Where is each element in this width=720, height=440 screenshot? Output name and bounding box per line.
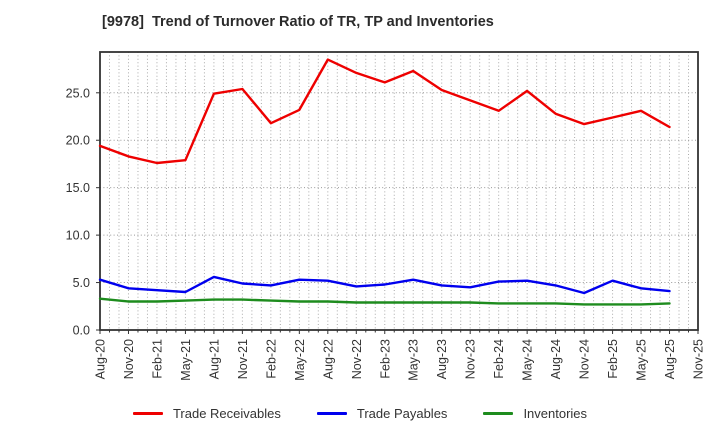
x-tick-label: Aug-20 bbox=[94, 339, 108, 379]
legend-item-trade-payables: Trade Payables bbox=[316, 406, 448, 421]
x-tick-label: May-24 bbox=[521, 339, 535, 381]
x-tick-label: Aug-25 bbox=[663, 339, 677, 379]
x-tick-label: May-22 bbox=[293, 339, 307, 381]
inventories-line bbox=[98, 297, 671, 306]
trade-payables-line-swatch bbox=[316, 412, 347, 415]
x-tick-label: Nov-23 bbox=[464, 339, 478, 379]
legend-item-inventories: Inventories bbox=[483, 406, 587, 421]
chart-legend: Trade Receivables Trade Payables Invento… bbox=[0, 406, 720, 421]
x-tick-label: Feb-21 bbox=[150, 339, 164, 379]
y-tick-label: 15.0 bbox=[66, 181, 90, 195]
trade-receivables-line bbox=[98, 58, 671, 165]
y-tick-label: 25.0 bbox=[66, 86, 90, 100]
legend-label-inventories: Inventories bbox=[523, 406, 588, 421]
x-tick-label: Aug-22 bbox=[321, 339, 335, 379]
x-tick-label: Feb-25 bbox=[606, 339, 620, 379]
x-tick-label: Nov-25 bbox=[692, 339, 706, 379]
x-tick-label: Feb-22 bbox=[264, 339, 278, 379]
x-tick-label: May-21 bbox=[179, 339, 193, 381]
trade-payables-line bbox=[98, 275, 671, 295]
y-tick-label: 0.0 bbox=[73, 324, 90, 338]
legend-label-trade-receivables: Trade Receivables bbox=[172, 406, 281, 421]
y-tick-label: 10.0 bbox=[66, 229, 90, 243]
x-tick-label: Feb-24 bbox=[492, 339, 506, 379]
x-tick-label: Nov-21 bbox=[236, 339, 250, 379]
legend-item-trade-receivables: Trade Receivables bbox=[132, 406, 281, 421]
x-tick-label: Feb-23 bbox=[378, 339, 392, 379]
x-tick-label: Aug-24 bbox=[549, 339, 563, 379]
legend-label-trade-payables: Trade Payables bbox=[356, 406, 448, 421]
plot-frame bbox=[99, 51, 699, 331]
x-tick-label: May-23 bbox=[407, 339, 421, 381]
x-tick-label: Aug-23 bbox=[435, 339, 449, 379]
y-tick-label: 5.0 bbox=[73, 276, 90, 290]
chart-title: [9978] Trend of Turnover Ratio of TR, TP… bbox=[102, 14, 494, 30]
x-tick-label: Nov-24 bbox=[578, 339, 592, 379]
inventories-line-swatch bbox=[483, 412, 514, 415]
x-tick-label: Nov-20 bbox=[122, 339, 136, 379]
x-tick-label: Nov-22 bbox=[350, 339, 364, 379]
trade-receivables-line-swatch bbox=[132, 412, 163, 415]
y-tick-label: 20.0 bbox=[66, 134, 90, 148]
x-tick-label: May-25 bbox=[635, 339, 649, 381]
x-tick-label: Aug-21 bbox=[207, 339, 221, 379]
